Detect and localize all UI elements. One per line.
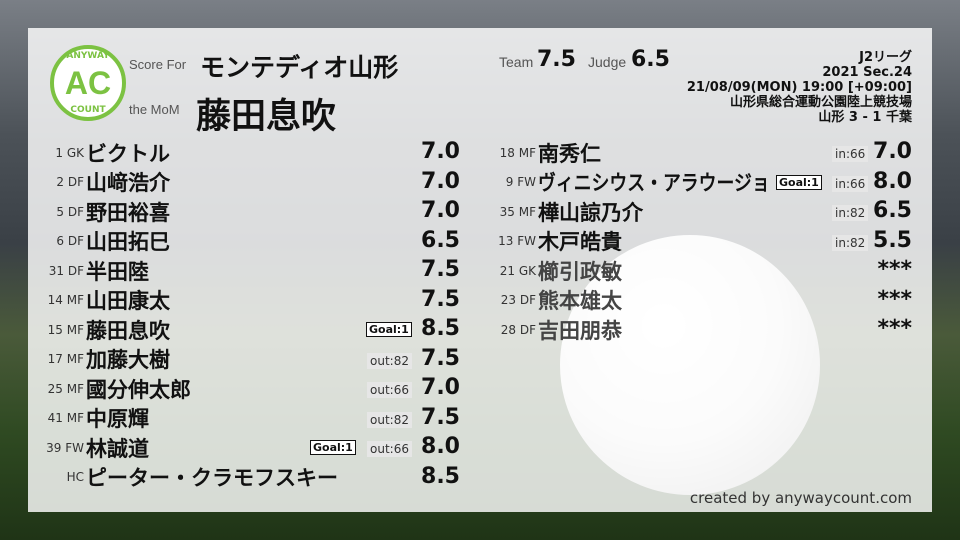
- credit: created by anywaycount.com: [689, 489, 912, 507]
- player-row: 15 MF 藤田息吹: [48, 315, 170, 344]
- substitution-badge: in:66: [832, 146, 869, 162]
- player-name: 半田陸: [86, 259, 149, 284]
- team-name: モンテディオ山形: [200, 53, 399, 82]
- player-name: 山﨑浩介: [86, 171, 170, 195]
- player-score: 7.0: [421, 168, 460, 194]
- player-number-position: 5 DF: [56, 204, 84, 219]
- player-name: 加藤大樹: [86, 348, 170, 372]
- match-info: J2リーグ 2021 Sec.24 21/08/09(MON) 19:00 [+…: [686, 50, 912, 125]
- player-score: 5.5: [873, 227, 912, 253]
- player-score: 8.5: [421, 463, 460, 489]
- player-row: 31 DF 半田陸: [49, 256, 149, 285]
- player-name: 國分伸太郎: [86, 377, 191, 402]
- player-row: 21 GK 櫛引政敏: [500, 256, 622, 285]
- substitution-badge: out:82: [367, 411, 412, 428]
- player-row: 9 FW ヴィニシウス・アラウージョ: [506, 168, 811, 197]
- substitution-badge: out:66: [367, 382, 412, 398]
- player-name: ビクトル: [86, 141, 170, 166]
- player-number-position: 17 MF: [47, 352, 84, 366]
- player-number-position: 13 FW: [498, 234, 536, 248]
- player-name: 木戸皓貴: [538, 230, 622, 254]
- player-score: 8.0: [873, 168, 912, 194]
- player-row: 39 FW 林誠道: [46, 433, 149, 462]
- team-score: 7.5: [537, 47, 576, 72]
- player-score: 7.0: [421, 375, 460, 400]
- player-name: 中原輝: [86, 407, 149, 431]
- player-score: 8.5: [421, 316, 460, 341]
- player-row: 17 MF 加藤大樹: [48, 345, 170, 374]
- player-row: 6 DF 山田拓巳: [56, 227, 170, 256]
- player-name: 櫛引政敏: [538, 259, 622, 284]
- player-number-position: 15 MF: [47, 322, 84, 337]
- substitution-badge: in:82: [832, 234, 869, 251]
- player-row: 13 FW 木戸皓貴: [498, 227, 622, 256]
- player-name: 山田康太: [86, 289, 170, 313]
- player-number-position: 23 DF: [500, 293, 536, 307]
- player-number-position: 21 GK: [499, 263, 536, 278]
- player-row: 25 MF 國分伸太郎: [48, 374, 191, 403]
- player-row: 2 DF 山﨑浩介: [56, 168, 170, 197]
- mom-label: the MoM: [129, 102, 180, 117]
- player-score: 7.0: [421, 139, 460, 164]
- player-score: 7.0: [873, 139, 912, 164]
- anywaycount-logo: ANYWAY AC COUNT: [50, 45, 126, 121]
- rating-panel: [28, 28, 932, 512]
- goal-badge: Goal:1: [776, 174, 822, 190]
- player-number-position: 18 MF: [499, 145, 536, 160]
- goal-badge: Goal:1: [310, 440, 356, 455]
- player-number-position: 2 DF: [56, 175, 84, 189]
- player-row: 14 MF 山田康太: [48, 286, 170, 315]
- player-row: 23 DF 熊本雄太: [501, 286, 622, 315]
- goal-badge: Goal:1: [366, 322, 412, 337]
- player-name: ヴィニシウス・アラウージョ: [538, 171, 770, 195]
- player-number-position: 9 FW: [505, 175, 536, 189]
- player-name: 藤田息吹: [86, 318, 170, 343]
- player-number-position: 6 DF: [56, 234, 84, 248]
- substitution-badge: out:82: [367, 352, 412, 369]
- player-number-position: 14 MF: [47, 293, 84, 307]
- substitution-badge: out:66: [367, 441, 412, 457]
- player-row: 18 MF 南秀仁: [500, 138, 601, 167]
- player-score: ***: [877, 316, 912, 341]
- player-score: ***: [877, 257, 912, 282]
- player-name: 吉田朋恭: [538, 318, 622, 343]
- player-name: ピーター・クラモフスキー: [86, 466, 338, 490]
- player-row: 28 DF 吉田朋恭: [501, 315, 622, 344]
- player-number-position: 31 DF: [48, 263, 84, 278]
- player-row: 1 GK ビクトル: [55, 138, 170, 167]
- player-score: 6.5: [421, 227, 460, 253]
- judge-score: 6.5: [631, 47, 670, 72]
- substitution-badge: in:82: [832, 205, 869, 221]
- score-for-label: Score For: [129, 57, 187, 72]
- player-number-position: 1 GK: [55, 145, 84, 160]
- player-name: 南秀仁: [538, 141, 601, 166]
- player-name: 樺山諒乃介: [538, 200, 643, 225]
- mom-player: 藤田息吹: [196, 97, 337, 137]
- player-row: 5 DF 野田裕喜: [56, 197, 170, 226]
- player-score: 7.5: [421, 404, 460, 430]
- player-score: 8.0: [421, 434, 460, 459]
- player-number-position: 41 MF: [47, 411, 84, 425]
- player-score: 7.5: [421, 286, 460, 312]
- player-score: 7.5: [421, 345, 460, 371]
- player-row: 41 MF 中原輝: [48, 404, 149, 433]
- player-score: 7.5: [421, 257, 460, 282]
- player-score: 7.0: [421, 198, 460, 223]
- player-row: HC ピーター・クラモフスキー: [67, 463, 338, 492]
- player-score: 6.5: [873, 198, 912, 223]
- player-name: 野田裕喜: [86, 200, 170, 225]
- player-number-position: 39 FW: [46, 440, 84, 455]
- player-row: 35 MF 樺山諒乃介: [500, 197, 643, 226]
- player-number-position: HC: [66, 470, 84, 484]
- player-name: 林誠道: [86, 436, 149, 461]
- player-number-position: 35 MF: [499, 204, 536, 219]
- player-number-position: 25 MF: [47, 381, 84, 396]
- team-label: Team: [499, 54, 534, 70]
- substitution-badge: in:66: [832, 175, 869, 192]
- player-name: 熊本雄太: [538, 289, 622, 313]
- judge-label: Judge: [588, 54, 627, 70]
- player-number-position: 28 DF: [500, 322, 536, 337]
- player-score: ***: [877, 286, 912, 312]
- player-name: 山田拓巳: [86, 230, 170, 254]
